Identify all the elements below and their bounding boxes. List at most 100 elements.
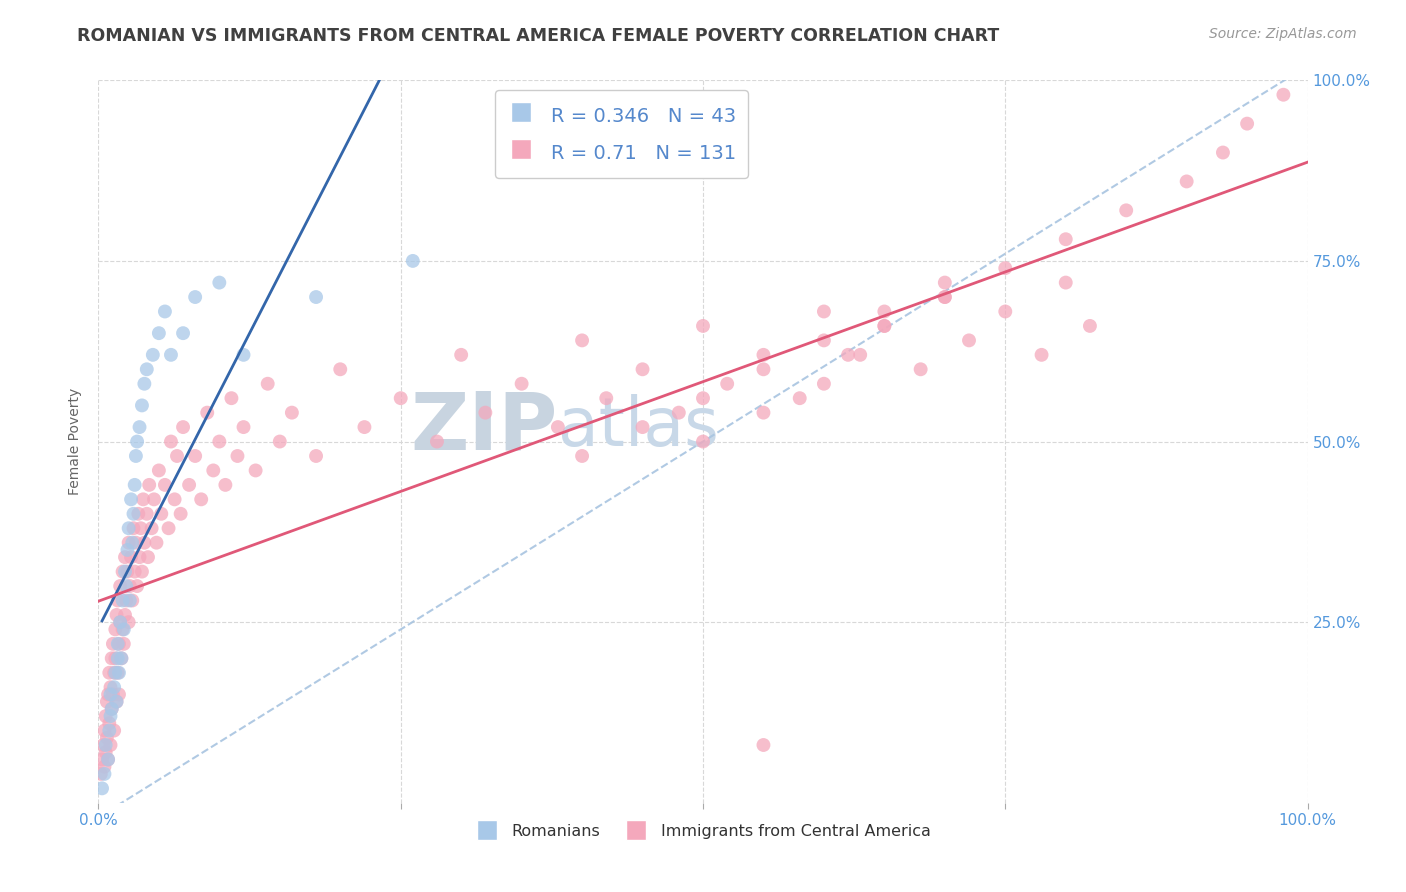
Point	[179, 478, 201, 492]
Point	[91, 738, 114, 752]
Point	[118, 615, 141, 630]
Point	[111, 623, 134, 637]
Point	[114, 550, 136, 565]
Point	[107, 637, 129, 651]
Point	[226, 449, 249, 463]
Y-axis label: Female Poverty: Female Poverty	[69, 388, 83, 495]
Point	[108, 687, 131, 701]
Point	[117, 542, 139, 557]
Legend: Romanians, Immigrants from Central America: Romanians, Immigrants from Central Ameri…	[468, 818, 938, 846]
Point	[1236, 117, 1258, 131]
Point	[752, 362, 775, 376]
Point	[105, 695, 128, 709]
Text: ROMANIAN VS IMMIGRANTS FROM CENTRAL AMERICA FEMALE POVERTY CORRELATION CHART: ROMANIAN VS IMMIGRANTS FROM CENTRAL AMER…	[77, 27, 1000, 45]
Point	[692, 434, 714, 449]
Point	[129, 521, 152, 535]
Text: atlas: atlas	[558, 394, 718, 460]
Point	[122, 521, 145, 535]
Point	[184, 449, 207, 463]
Point	[107, 593, 129, 607]
Point	[208, 434, 231, 449]
Point	[202, 463, 225, 477]
Point	[221, 391, 243, 405]
Point	[111, 565, 134, 579]
Point	[172, 326, 194, 340]
Point	[104, 623, 127, 637]
Point	[547, 420, 569, 434]
Point	[94, 738, 117, 752]
Point	[100, 709, 122, 723]
Point	[135, 362, 157, 376]
Text: Source: ZipAtlas.com: Source: ZipAtlas.com	[1209, 27, 1357, 41]
Point	[190, 492, 212, 507]
Point	[90, 767, 112, 781]
Point	[184, 290, 207, 304]
Point	[245, 463, 267, 477]
Point	[115, 579, 138, 593]
Point	[145, 535, 167, 549]
Point	[111, 593, 134, 607]
Point	[1078, 318, 1101, 333]
Point	[873, 318, 896, 333]
Point	[122, 507, 145, 521]
Point	[1272, 87, 1295, 102]
Point	[98, 723, 121, 738]
Point	[110, 651, 132, 665]
Point	[127, 579, 149, 593]
Point	[118, 535, 141, 549]
Point	[98, 665, 121, 680]
Point	[281, 406, 304, 420]
Point	[104, 665, 127, 680]
Point	[93, 723, 115, 738]
Point	[98, 716, 121, 731]
Point	[105, 695, 128, 709]
Point	[107, 665, 129, 680]
Point	[134, 535, 156, 549]
Point	[172, 420, 194, 434]
Point	[873, 304, 896, 318]
Point	[510, 376, 533, 391]
Point	[91, 752, 114, 766]
Point	[100, 702, 122, 716]
Point	[132, 492, 155, 507]
Point	[120, 550, 142, 565]
Point	[150, 507, 173, 521]
Point	[214, 478, 236, 492]
Point	[994, 261, 1017, 276]
Point	[91, 781, 114, 796]
Point	[934, 290, 956, 304]
Point	[692, 318, 714, 333]
Point	[1212, 145, 1234, 160]
Point	[269, 434, 291, 449]
Point	[160, 348, 183, 362]
Point	[128, 550, 150, 565]
Point	[631, 420, 654, 434]
Point	[101, 687, 124, 701]
Point	[108, 637, 131, 651]
Point	[103, 723, 125, 738]
Point	[668, 406, 690, 420]
Point	[112, 623, 135, 637]
Point	[108, 615, 131, 630]
Point	[112, 637, 135, 651]
Point	[153, 304, 176, 318]
Point	[131, 565, 153, 579]
Point	[873, 318, 896, 333]
Point	[957, 334, 980, 348]
Point	[571, 334, 593, 348]
Point	[110, 651, 132, 665]
Point	[305, 290, 328, 304]
Point	[1031, 348, 1053, 362]
Point	[716, 376, 738, 391]
Point	[160, 434, 183, 449]
Point	[910, 362, 932, 376]
Point	[93, 760, 115, 774]
Point	[143, 492, 166, 507]
Point	[752, 738, 775, 752]
Point	[103, 665, 125, 680]
Point	[114, 607, 136, 622]
Point	[131, 398, 153, 412]
Point	[127, 434, 149, 449]
Point	[103, 680, 125, 694]
Point	[104, 651, 127, 665]
